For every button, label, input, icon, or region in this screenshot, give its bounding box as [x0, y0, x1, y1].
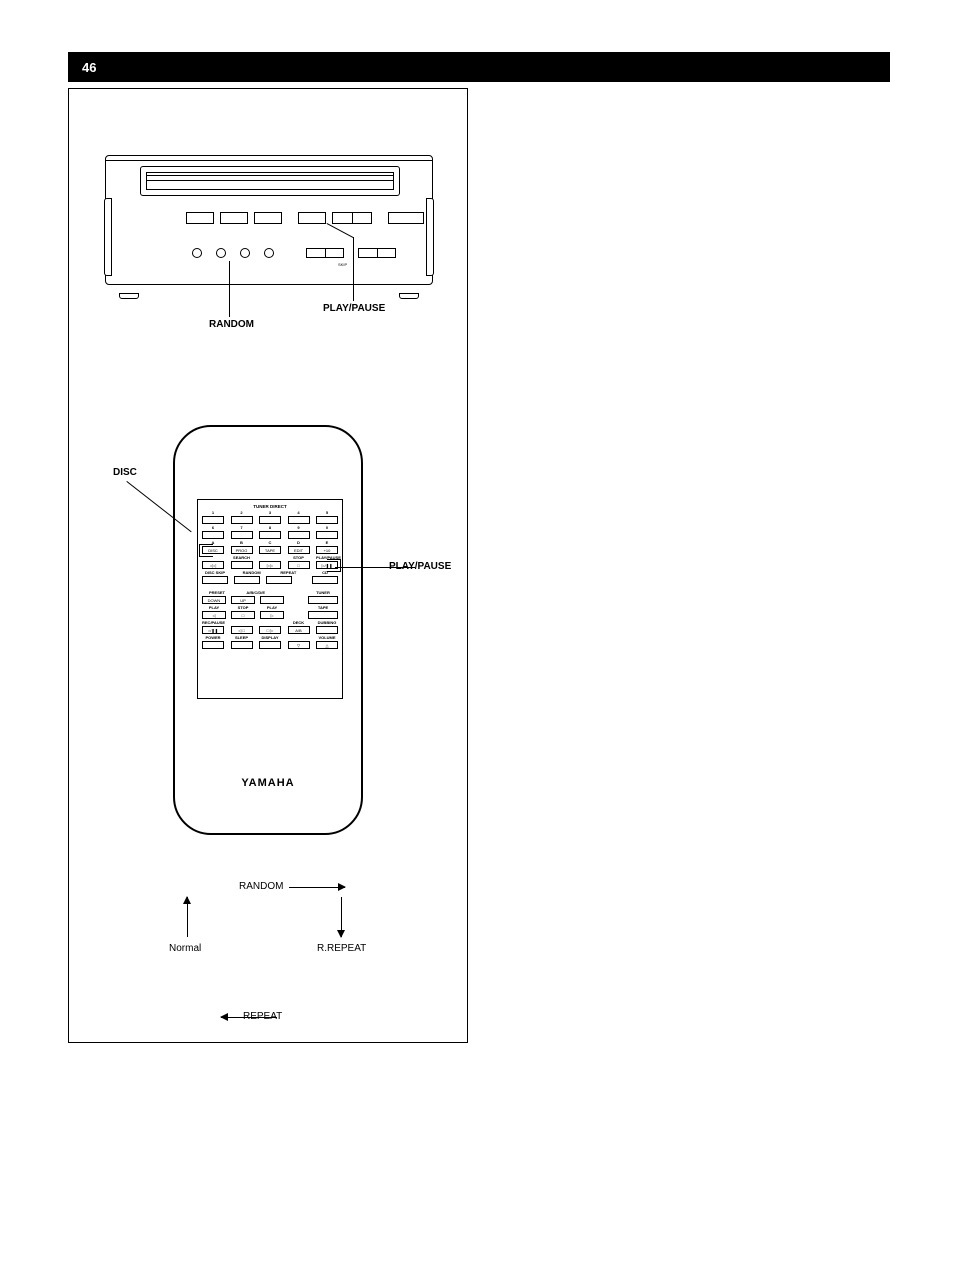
arrow-right: [289, 887, 345, 888]
arrow-down: [341, 897, 342, 937]
front-buttons-bottom: [192, 248, 396, 258]
mode-cycle-diagram: RANDOM R.REPEAT REPEAT Normal: [169, 881, 369, 1051]
remote-button-panel: TUNER DIRECT 1 2 3 4 5 6 7 8 9 0: [197, 499, 343, 699]
play-pause-front: [332, 212, 372, 224]
skip-rocker: [358, 248, 396, 258]
front-buttons-top: [186, 212, 424, 224]
leader-line: [229, 261, 230, 317]
arrow-up: [187, 897, 188, 937]
cd-player-diagram: SKIP: [99, 155, 439, 295]
yamaha-logo: YAMAHA: [175, 777, 361, 789]
cycle-random: RANDOM: [239, 881, 283, 892]
disc-highlight: [199, 544, 213, 557]
cycle-normal: Normal: [169, 943, 201, 954]
tuner-direct-label: TUNER DIRECT: [202, 504, 338, 509]
playpause-highlight: [327, 559, 341, 572]
play-pause-callout: PLAY/PAUSE: [389, 561, 451, 572]
play-pause-label: PLAY/PAUSE: [323, 303, 385, 314]
device-body: SKIP: [105, 155, 433, 285]
arrow-left: [221, 1017, 277, 1018]
leader-line: [353, 237, 354, 301]
content-frame: SKIP RANDOM PLAY/PAUSE TUNER DIRECT 1 2 …: [68, 88, 468, 1043]
remote-diagram: TUNER DIRECT 1 2 3 4 5 6 7 8 9 0: [173, 425, 363, 835]
disc-callout: DISC: [113, 467, 137, 478]
page-number: 46: [82, 60, 96, 75]
disc-tray: [140, 166, 400, 196]
random-label: RANDOM: [209, 319, 254, 330]
header-bar: [68, 52, 890, 82]
random-front: [240, 248, 250, 258]
cycle-rrepeat: R.REPEAT: [317, 943, 366, 954]
